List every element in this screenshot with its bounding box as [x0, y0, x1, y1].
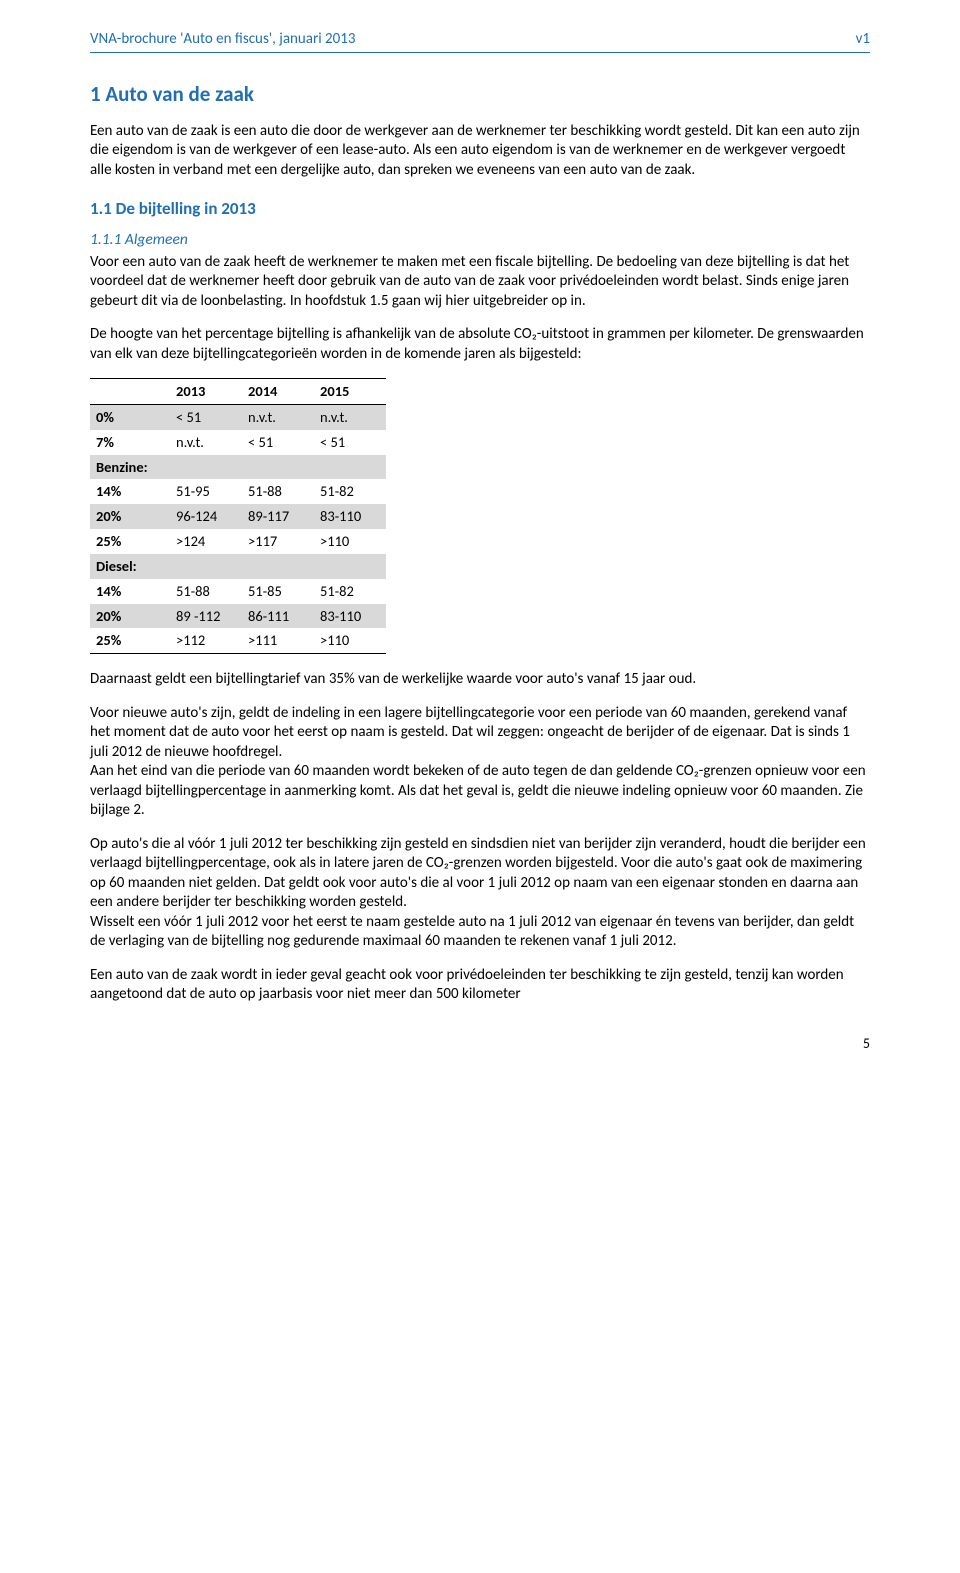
- cell: < 51: [242, 430, 314, 455]
- cell: n.v.t.: [170, 430, 242, 455]
- row-label: Diesel:: [90, 554, 170, 579]
- cell: 51-85: [242, 579, 314, 604]
- row-label: 25%: [90, 628, 170, 653]
- intro-paragraph: Een auto van de zaak is een auto die doo…: [90, 122, 870, 181]
- col-2013: 2013: [170, 379, 242, 405]
- bijtelling-table: 2013 2014 2015 0%< 51n.v.t.n.v.t.7%n.v.t…: [90, 378, 386, 654]
- text: Aan het eind van die periode van 60 maan…: [90, 762, 866, 819]
- cell: 96-124: [170, 504, 242, 529]
- table-row: 14%51-8851-8551-82: [90, 579, 386, 604]
- table-row: Benzine:: [90, 455, 386, 480]
- cell: 51-88: [170, 579, 242, 604]
- table-row: 20%89 -11286-11183-110: [90, 604, 386, 629]
- cell: >110: [314, 529, 386, 554]
- row-label: 14%: [90, 479, 170, 504]
- paragraph-algemeen-2: De hoogte van het percentage bijtelling …: [90, 325, 870, 364]
- page-number: 5: [90, 1035, 870, 1053]
- table-header-row: 2013 2014 2015: [90, 379, 386, 405]
- row-label: 7%: [90, 430, 170, 455]
- paragraph-last: Een auto van de zaak wordt in ieder geva…: [90, 966, 870, 1005]
- paragraph-35pct: Daarnaast geldt een bijtellingtarief van…: [90, 670, 870, 690]
- cell: n.v.t.: [314, 404, 386, 429]
- col-2014: 2014: [242, 379, 314, 405]
- cell: 83-110: [314, 504, 386, 529]
- cell: [314, 554, 386, 579]
- paragraph-nieuwe-autos: Voor nieuwe auto's zijn, geldt de indeli…: [90, 704, 870, 821]
- text: Op auto's die al vóór 1 juli 2012 ter be…: [90, 835, 866, 912]
- cell: >117: [242, 529, 314, 554]
- table-row: 0%< 51n.v.t.n.v.t.: [90, 404, 386, 429]
- row-label: 20%: [90, 604, 170, 629]
- cell: < 51: [314, 430, 386, 455]
- header-right: v1: [856, 30, 870, 50]
- paragraph-algemeen-1: Voor een auto van de zaak heeft de werkn…: [90, 253, 870, 312]
- cell: >111: [242, 628, 314, 653]
- cell: >110: [314, 628, 386, 653]
- cell: >124: [170, 529, 242, 554]
- col-blank: [90, 379, 170, 405]
- table-row: 25%>112>111>110: [90, 628, 386, 653]
- text: Voor nieuwe auto's zijn, geldt de indeli…: [90, 704, 850, 761]
- table-row: Diesel:: [90, 554, 386, 579]
- row-label: 0%: [90, 404, 170, 429]
- cell: [242, 554, 314, 579]
- table-row: 7%n.v.t.< 51< 51: [90, 430, 386, 455]
- heading-1: 1 Auto van de zaak: [90, 81, 870, 108]
- cell: >112: [170, 628, 242, 653]
- header-left: VNA-brochure 'Auto en fiscus', januari 2…: [90, 30, 355, 50]
- cell: < 51: [170, 404, 242, 429]
- cell: 51-95: [170, 479, 242, 504]
- cell: 83-110: [314, 604, 386, 629]
- cell: [170, 455, 242, 480]
- table-row: 25%>124>117>110: [90, 529, 386, 554]
- cell: n.v.t.: [242, 404, 314, 429]
- table-row: 20%96-12489-11783-110: [90, 504, 386, 529]
- cell: [242, 455, 314, 480]
- paragraph-voor-juli: Op auto's die al vóór 1 juli 2012 ter be…: [90, 835, 870, 952]
- row-label: Benzine:: [90, 455, 170, 480]
- cell: 89 -112: [170, 604, 242, 629]
- cell: 51-82: [314, 579, 386, 604]
- cell: 89-117: [242, 504, 314, 529]
- text: Wisselt een vóór 1 juli 2012 voor het ee…: [90, 913, 854, 951]
- cell: 86-111: [242, 604, 314, 629]
- heading-2: 1.1 De bijtelling in 2013: [90, 198, 870, 220]
- row-label: 20%: [90, 504, 170, 529]
- cell: 51-82: [314, 479, 386, 504]
- col-2015: 2015: [314, 379, 386, 405]
- page-header: VNA-brochure 'Auto en fiscus', januari 2…: [90, 30, 870, 53]
- cell: 51-88: [242, 479, 314, 504]
- heading-3: 1.1.1 Algemeen: [90, 230, 870, 250]
- cell: [314, 455, 386, 480]
- table-row: 14%51-9551-8851-82: [90, 479, 386, 504]
- row-label: 25%: [90, 529, 170, 554]
- cell: [170, 554, 242, 579]
- row-label: 14%: [90, 579, 170, 604]
